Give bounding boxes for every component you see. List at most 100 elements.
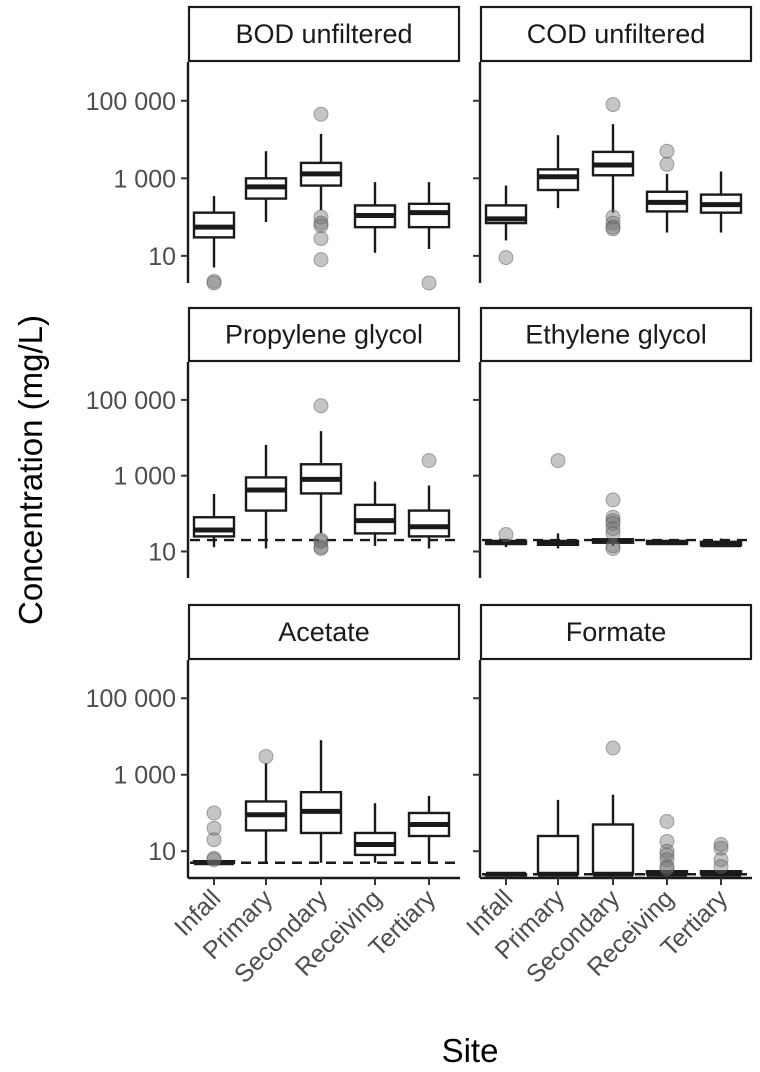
- outlier-point: [605, 540, 621, 556]
- box-tertiary: [699, 836, 743, 877]
- box-primary: [536, 135, 580, 209]
- outlier-point: [605, 221, 621, 237]
- outlier-point: [313, 540, 329, 556]
- box-primary: [536, 799, 580, 877]
- strip-title: COD unfiltered: [527, 19, 706, 49]
- box-iqr: [407, 202, 451, 229]
- strip-box: [479, 306, 753, 363]
- box-tertiary: [407, 453, 451, 549]
- outlier-point: [605, 740, 621, 756]
- box-primary: [244, 444, 288, 549]
- strip-title: BOD unfiltered: [235, 19, 412, 49]
- y-tick-label: 10: [148, 243, 176, 271]
- y-tick-label: 100 000: [86, 685, 176, 713]
- box-secondary: [299, 398, 343, 556]
- outlier-point: [313, 218, 329, 234]
- box-receiving: [353, 481, 397, 546]
- box-primary: [244, 151, 288, 222]
- strip-box: [187, 306, 461, 363]
- panel-acetate: Acetate 10 1 000 100 000: [86, 603, 461, 880]
- box-receiving: [645, 143, 689, 233]
- panel-formate: Formate: [473, 603, 753, 880]
- box-secondary: [591, 740, 635, 877]
- outlier-point: [206, 820, 222, 836]
- outlier-point: [713, 840, 729, 856]
- outlier-point: [605, 521, 621, 537]
- box-iqr: [591, 823, 635, 876]
- box-infall: [484, 527, 528, 548]
- y-tick-label: 100 000: [86, 88, 176, 116]
- box-infall: [484, 185, 528, 266]
- box-iqr: [407, 509, 451, 538]
- box-infall: [192, 805, 236, 868]
- strip-title: Formate: [566, 617, 667, 647]
- box-infall: [484, 871, 528, 877]
- y-tick-label: 10: [148, 838, 176, 866]
- panels-layer: BOD unfiltered 10 1 000 100 000 COD unfilter…: [86, 5, 753, 880]
- box-receiving: [645, 539, 689, 546]
- outlier-point: [713, 858, 729, 874]
- strip-title: Propylene glycol: [225, 320, 423, 350]
- outlier-point: [659, 143, 675, 159]
- box-iqr: [536, 834, 580, 876]
- outlier-point: [421, 453, 437, 469]
- box-secondary: [299, 106, 343, 268]
- box-infall: [192, 195, 236, 291]
- outlier-point: [206, 275, 222, 291]
- box-iqr: [536, 168, 580, 192]
- box-receiving: [645, 813, 689, 877]
- panel-ethylene-glycol: Ethylene glycol: [473, 306, 753, 578]
- outlier-point: [313, 209, 329, 225]
- outlier-point: [498, 250, 514, 266]
- box-infall: [192, 493, 236, 548]
- outlier-point: [659, 861, 675, 877]
- box-tertiary: [407, 795, 451, 863]
- box-primary: [244, 748, 288, 863]
- strip-box: [187, 603, 461, 661]
- strip-box: [187, 5, 461, 63]
- outlier-point: [313, 231, 329, 247]
- outlier-point: [258, 748, 274, 764]
- box-secondary: [591, 492, 635, 556]
- outlier-point: [421, 275, 437, 291]
- box-secondary: [299, 740, 343, 863]
- box-iqr: [192, 516, 236, 538]
- y-axis-title: Concentration (mg/L): [12, 315, 49, 625]
- box-tertiary: [699, 171, 743, 233]
- y-tick-label: 100 000: [86, 387, 176, 415]
- box-receiving: [353, 803, 397, 863]
- outlier-point: [313, 398, 329, 414]
- x-axis-title: Site: [442, 1032, 499, 1069]
- outlier-point: [206, 832, 222, 848]
- box-iqr: [244, 476, 288, 512]
- box-primary: [536, 453, 580, 549]
- y-tick-label: 1 000: [113, 463, 176, 491]
- panel-propylene-glycol: Propylene glycol 10 1 000 100 000: [86, 306, 461, 578]
- panel-bod-unfiltered: BOD unfiltered 10 1 000 100 000: [86, 5, 461, 291]
- strip-title: Acetate: [278, 617, 370, 647]
- box-tertiary: [407, 182, 451, 291]
- box-tertiary: [699, 538, 743, 548]
- outlier-point: [605, 525, 621, 541]
- outlier-point: [605, 492, 621, 508]
- outlier-point: [659, 156, 675, 172]
- outlier-point: [605, 215, 621, 231]
- outlier-point: [206, 805, 222, 821]
- box-receiving: [353, 182, 397, 253]
- outlier-point: [605, 509, 621, 525]
- outlier-point: [313, 252, 329, 268]
- y-tick-label: 1 000: [113, 165, 176, 193]
- box-secondary: [591, 97, 635, 237]
- outlier-point: [550, 453, 566, 469]
- outlier-point: [659, 813, 675, 829]
- strip-box: [479, 603, 753, 661]
- panel-cod-unfiltered: COD unfiltered: [473, 5, 753, 283]
- outlier-point: [713, 836, 729, 852]
- outlier-point: [659, 843, 675, 859]
- y-tick-label: 1 000: [113, 762, 176, 790]
- y-tick-label: 10: [148, 538, 176, 566]
- outlier-point: [498, 527, 514, 543]
- strip-title: Ethylene glycol: [525, 320, 707, 350]
